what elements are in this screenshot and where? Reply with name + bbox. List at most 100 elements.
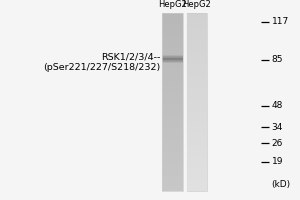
Bar <box>162 25 183 26</box>
Bar <box>186 184 207 185</box>
Bar <box>186 29 207 30</box>
Bar <box>186 110 207 111</box>
Bar <box>162 23 183 24</box>
Bar <box>162 40 183 41</box>
Bar <box>186 137 207 138</box>
Bar <box>162 58 183 59</box>
Bar <box>186 139 207 140</box>
Bar <box>162 24 183 25</box>
Bar <box>162 15 183 16</box>
Bar <box>186 170 207 171</box>
Bar <box>162 141 183 142</box>
Bar <box>186 24 207 25</box>
Bar <box>162 57 183 58</box>
Bar <box>186 172 207 173</box>
Bar <box>186 48 207 49</box>
Bar <box>162 111 183 112</box>
Bar <box>186 138 207 139</box>
Bar <box>162 74 183 75</box>
Bar <box>186 14 207 15</box>
Bar <box>162 103 183 104</box>
Bar <box>162 93 183 94</box>
Bar <box>162 70 183 71</box>
Bar <box>186 148 207 149</box>
Bar <box>162 54 183 55</box>
Bar <box>162 71 183 72</box>
Bar <box>162 79 183 80</box>
Bar <box>162 50 183 51</box>
Bar <box>162 188 183 189</box>
Bar <box>186 154 207 155</box>
Bar <box>186 161 207 162</box>
Bar <box>162 55 183 56</box>
Bar <box>162 32 183 33</box>
Bar <box>186 95 207 96</box>
Bar <box>186 173 207 174</box>
Bar <box>186 132 207 133</box>
Bar <box>186 117 207 118</box>
Bar <box>162 166 183 167</box>
Bar <box>162 140 183 141</box>
Bar <box>186 116 207 117</box>
Bar <box>162 83 183 84</box>
Bar <box>162 122 183 123</box>
Bar <box>186 32 207 33</box>
Bar <box>162 44 183 45</box>
Bar <box>186 51 207 52</box>
Bar <box>186 168 207 169</box>
Bar <box>162 139 183 140</box>
Bar <box>162 150 183 151</box>
Bar <box>186 151 207 152</box>
Bar <box>162 118 183 119</box>
Bar <box>186 186 207 187</box>
Bar <box>162 170 183 171</box>
Bar <box>186 143 207 144</box>
Bar <box>162 126 183 127</box>
Bar <box>186 127 207 128</box>
Bar <box>186 149 207 150</box>
Bar <box>162 90 183 91</box>
Bar <box>162 132 183 133</box>
Bar <box>162 115 183 116</box>
Text: (kD): (kD) <box>272 180 291 190</box>
Bar <box>186 123 207 124</box>
Bar <box>186 174 207 175</box>
Bar <box>162 31 183 32</box>
Bar <box>186 152 207 153</box>
Bar <box>162 36 183 37</box>
Bar <box>162 130 183 131</box>
Bar <box>162 67 183 68</box>
Bar <box>186 92 207 93</box>
Bar <box>162 16 183 17</box>
Bar <box>162 61 183 62</box>
Bar <box>162 159 183 160</box>
Bar <box>162 183 183 184</box>
Bar <box>162 110 183 111</box>
Bar <box>186 118 207 119</box>
Bar <box>186 188 207 189</box>
Text: 85: 85 <box>272 55 283 64</box>
Bar <box>162 134 183 135</box>
Bar <box>162 108 183 109</box>
Bar <box>186 22 207 23</box>
Bar <box>186 107 207 108</box>
Bar <box>162 94 183 95</box>
Bar <box>162 133 183 134</box>
Bar <box>186 89 207 90</box>
Bar <box>162 22 183 23</box>
Bar <box>162 117 183 118</box>
Bar <box>186 181 207 182</box>
Bar <box>162 185 183 186</box>
Bar <box>186 72 207 73</box>
Bar <box>162 101 183 102</box>
Bar <box>186 65 207 66</box>
Bar <box>162 173 183 174</box>
Bar <box>186 15 207 16</box>
Bar <box>186 104 207 105</box>
Bar <box>186 57 207 58</box>
Bar <box>186 115 207 116</box>
Bar <box>162 26 183 27</box>
Bar <box>162 171 183 172</box>
Bar <box>162 113 183 114</box>
Bar <box>162 99 183 100</box>
